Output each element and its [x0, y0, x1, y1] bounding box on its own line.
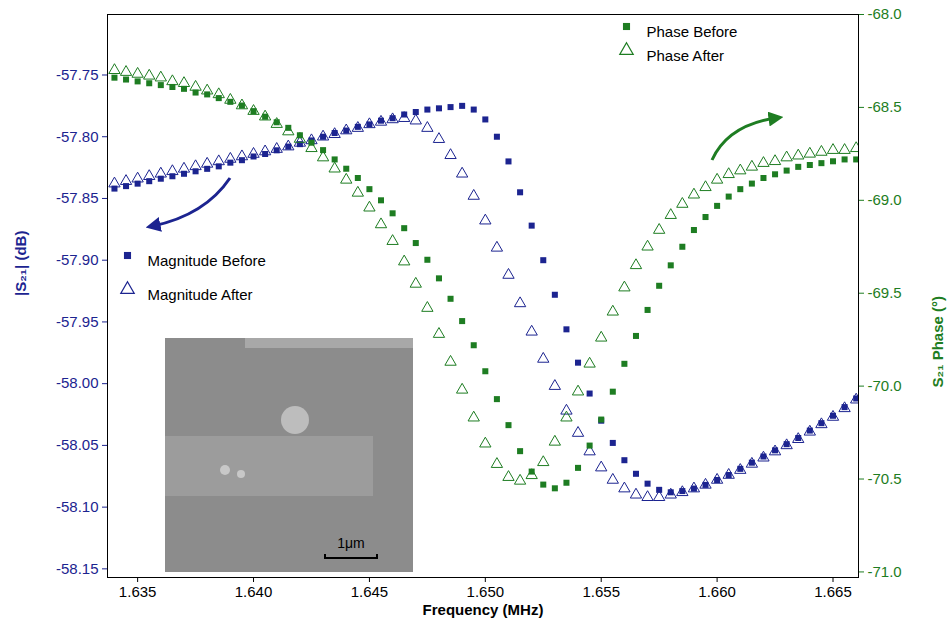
svg-text:-68.5: -68.5 [868, 98, 902, 115]
svg-text:-58.00: -58.00 [56, 374, 99, 391]
svg-text:-57.75: -57.75 [56, 66, 99, 83]
svg-text:-71.0: -71.0 [868, 563, 902, 580]
svg-text:1.660: 1.660 [698, 583, 736, 600]
svg-text:1.655: 1.655 [582, 583, 620, 600]
svg-text:Phase Before: Phase Before [647, 23, 738, 40]
svg-text:1μm: 1μm [337, 535, 365, 551]
svg-text:1.665: 1.665 [814, 583, 852, 600]
svg-text:|S₂₁| (dB): |S₂₁| (dB) [12, 231, 29, 296]
svg-text:1.635: 1.635 [119, 583, 157, 600]
svg-text:-57.95: -57.95 [56, 313, 99, 330]
svg-text:S₂₁ Phase (°): S₂₁ Phase (°) [929, 296, 946, 387]
svg-text:-58.05: -58.05 [56, 436, 99, 453]
svg-text:-57.90: -57.90 [56, 251, 99, 268]
svg-text:-70.5: -70.5 [868, 470, 902, 487]
svg-text:-69.5: -69.5 [868, 284, 902, 301]
svg-text:Magnitude Before: Magnitude Before [148, 252, 266, 269]
svg-text:-58.15: -58.15 [56, 560, 99, 577]
svg-text:1.640: 1.640 [235, 583, 273, 600]
svg-text:-69.0: -69.0 [868, 191, 902, 208]
svg-text:-58.10: -58.10 [56, 498, 99, 515]
svg-text:Frequency (MHz): Frequency (MHz) [423, 601, 544, 618]
svg-text:Phase After: Phase After [647, 47, 725, 64]
svg-text:Magnitude After: Magnitude After [148, 286, 253, 303]
svg-text:1.650: 1.650 [467, 583, 505, 600]
svg-text:1.645: 1.645 [351, 583, 389, 600]
svg-text:-70.0: -70.0 [868, 377, 902, 394]
svg-text:-57.80: -57.80 [56, 128, 99, 145]
svg-text:-68.0: -68.0 [868, 5, 902, 22]
svg-text:-57.85: -57.85 [56, 189, 99, 206]
